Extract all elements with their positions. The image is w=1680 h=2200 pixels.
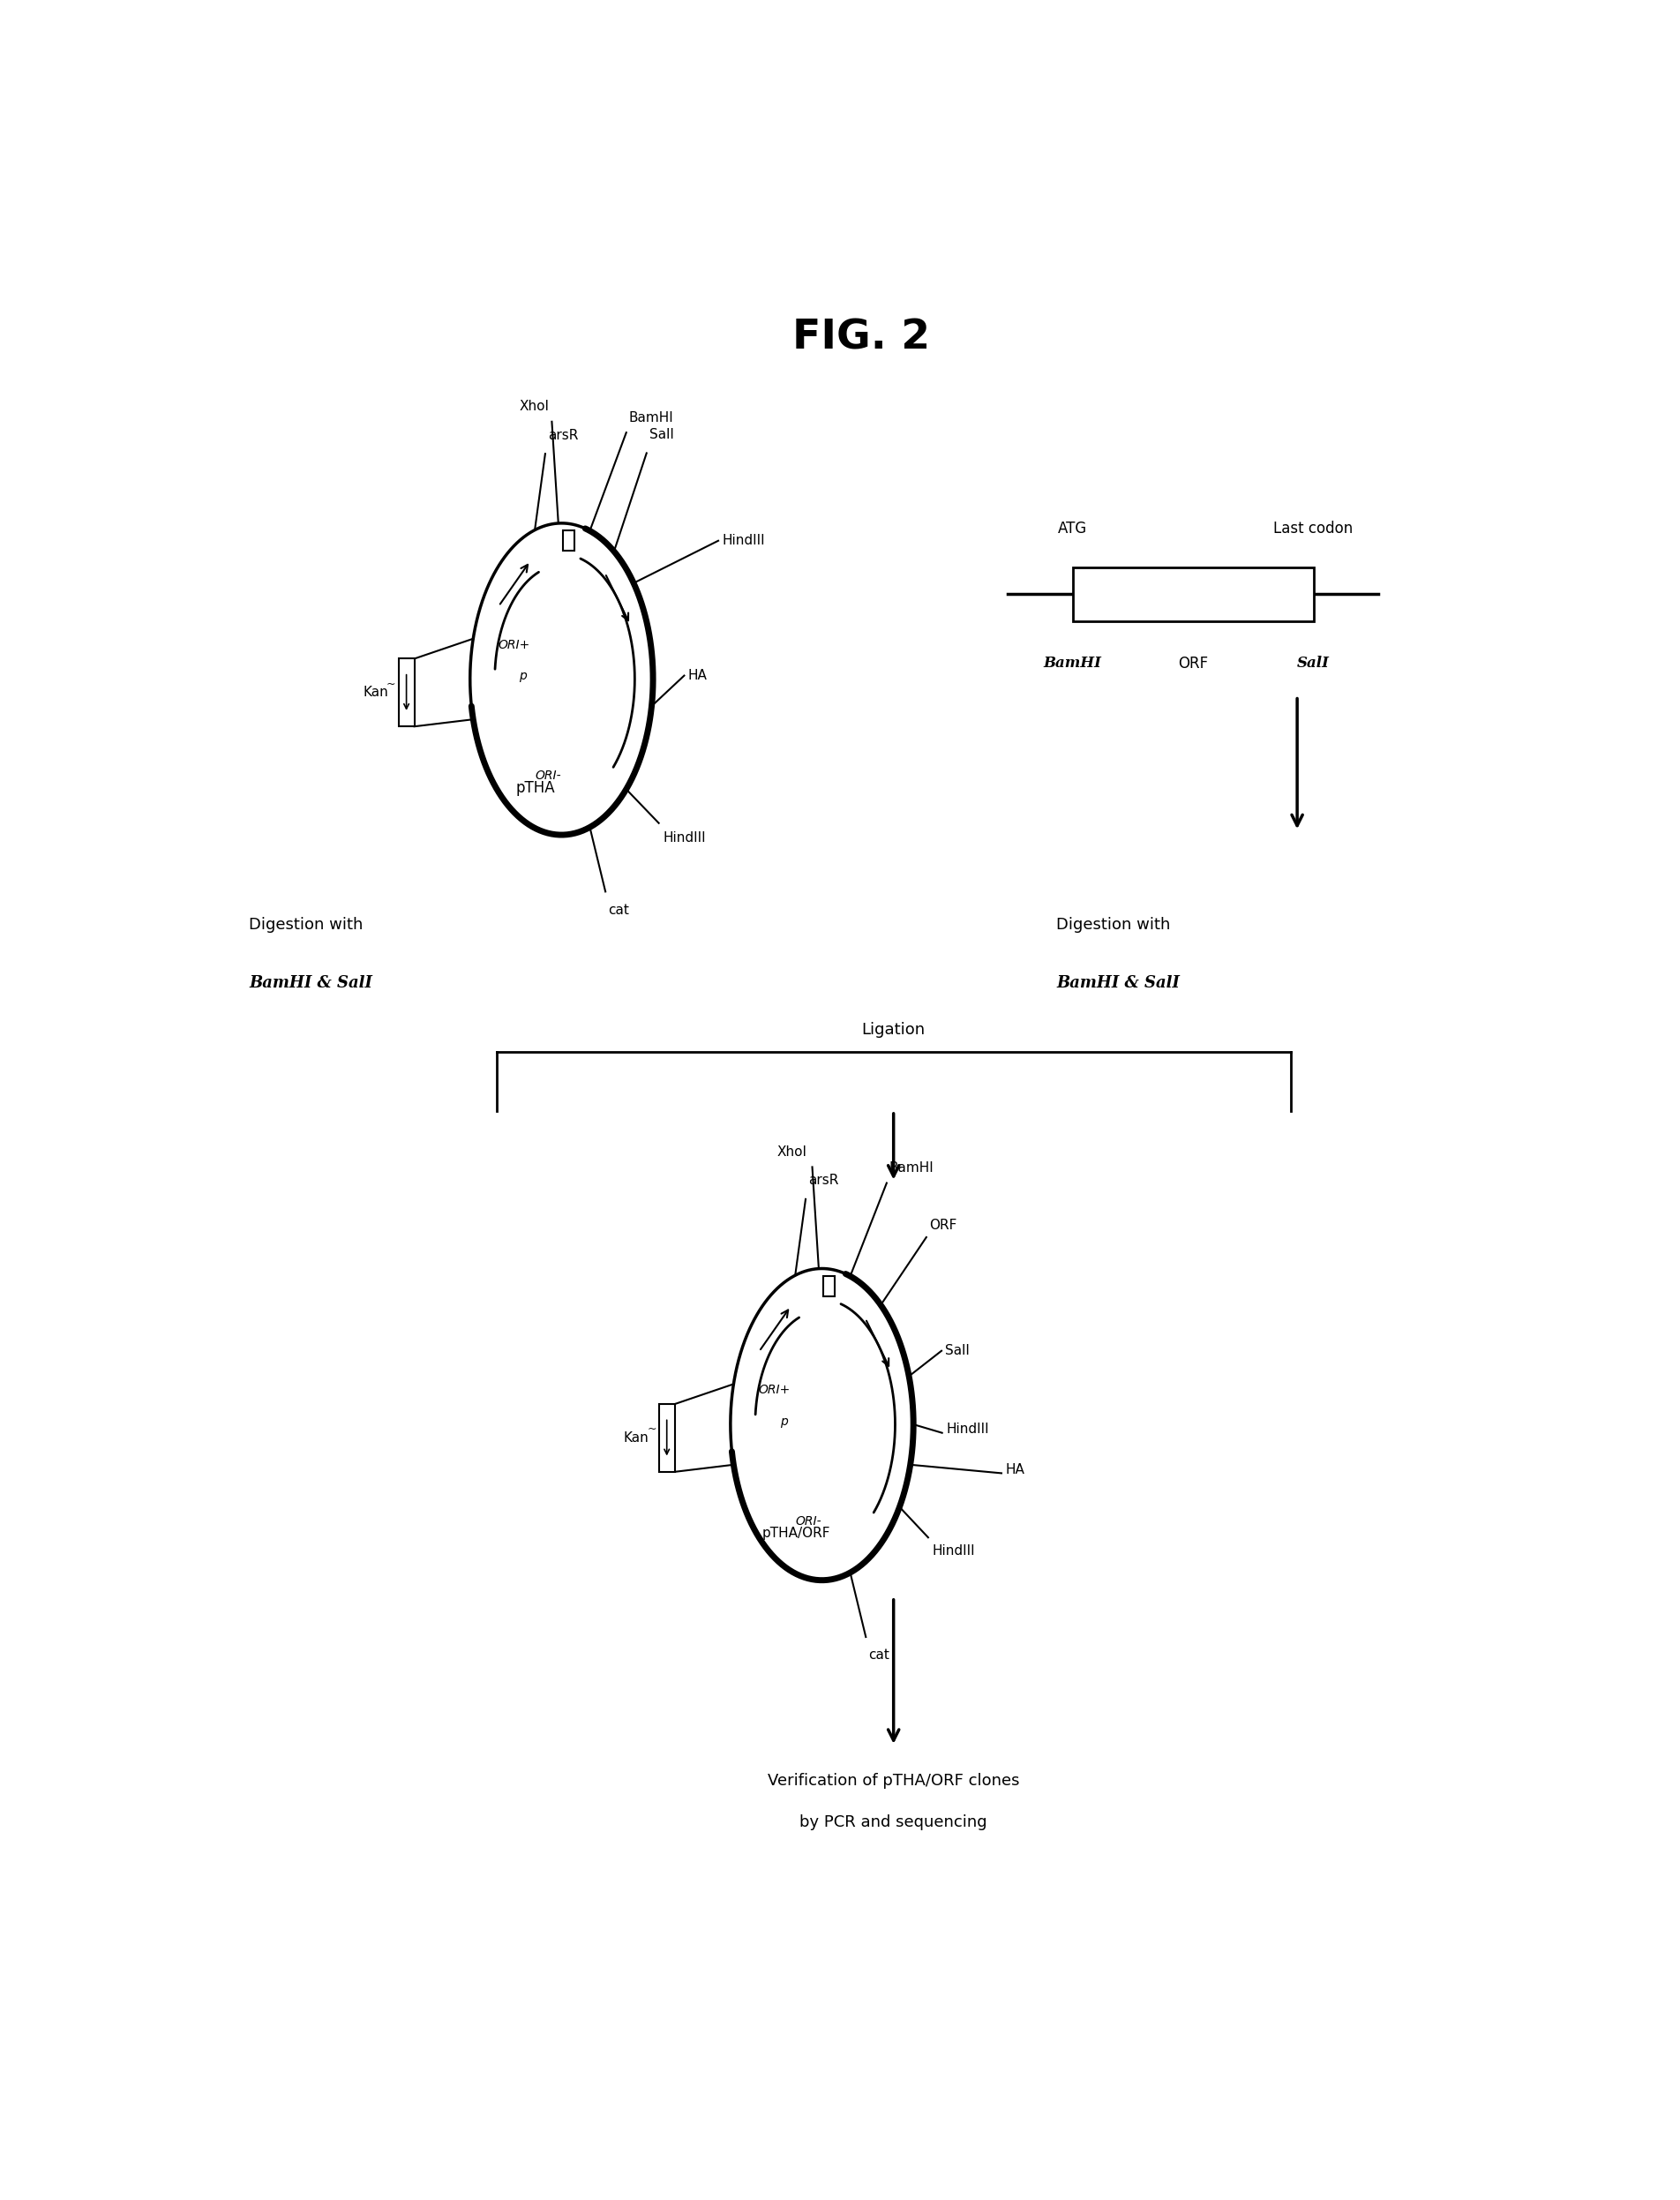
- Text: Kan: Kan: [363, 686, 388, 700]
- Text: pTHA/ORF: pTHA/ORF: [761, 1527, 830, 1540]
- Bar: [823, 1276, 835, 1296]
- Text: cat: cat: [608, 904, 628, 917]
- Text: Kan: Kan: [623, 1432, 648, 1445]
- Text: ORI+: ORI+: [758, 1384, 790, 1397]
- Text: ORF: ORF: [929, 1219, 956, 1232]
- Text: ~: ~: [647, 1423, 657, 1434]
- Text: BamHI & SalI: BamHI & SalI: [249, 975, 373, 992]
- Text: BamHI: BamHI: [628, 411, 674, 425]
- Text: Digestion with: Digestion with: [1057, 917, 1171, 933]
- Text: BamHI: BamHI: [889, 1162, 934, 1175]
- Text: p: p: [780, 1415, 788, 1428]
- Text: FIG. 2: FIG. 2: [793, 319, 929, 359]
- Bar: [1072, 568, 1314, 620]
- Text: cat: cat: [869, 1648, 889, 1661]
- Text: by PCR and sequencing: by PCR and sequencing: [800, 1815, 988, 1830]
- Text: HindIII: HindIII: [722, 535, 764, 548]
- Text: ATG: ATG: [1058, 521, 1087, 537]
- Text: arsR: arsR: [808, 1175, 838, 1188]
- Bar: [398, 658, 415, 726]
- Text: ORF: ORF: [1178, 656, 1208, 671]
- Text: HA: HA: [1005, 1463, 1025, 1476]
- Text: p: p: [519, 669, 528, 682]
- Text: Last codon: Last codon: [1273, 521, 1354, 537]
- Text: arsR: arsR: [548, 429, 578, 442]
- Text: SalI: SalI: [648, 429, 674, 442]
- Text: SalI: SalI: [946, 1344, 969, 1357]
- Text: ORI+: ORI+: [497, 638, 529, 651]
- Bar: [563, 530, 575, 550]
- Text: SalI: SalI: [1297, 656, 1329, 671]
- Text: ORI-: ORI-: [795, 1516, 822, 1527]
- Text: BamHI: BamHI: [1043, 656, 1102, 671]
- Text: XhoI: XhoI: [778, 1146, 806, 1159]
- Text: BamHI & SalI: BamHI & SalI: [1057, 975, 1179, 992]
- Text: HindIII: HindIII: [946, 1423, 990, 1437]
- Text: ~: ~: [386, 678, 396, 691]
- Text: HA: HA: [689, 669, 707, 682]
- Text: Digestion with: Digestion with: [249, 917, 363, 933]
- Text: pTHA: pTHA: [516, 781, 554, 796]
- Text: Verification of pTHA/ORF clones: Verification of pTHA/ORF clones: [768, 1773, 1020, 1789]
- Text: XhoI: XhoI: [519, 400, 549, 414]
- Text: ORI-: ORI-: [534, 770, 561, 781]
- Text: Ligation: Ligation: [862, 1023, 926, 1038]
- Text: HindIII: HindIII: [662, 832, 706, 845]
- Text: HindIII: HindIII: [932, 1544, 974, 1558]
- Bar: [659, 1404, 675, 1472]
